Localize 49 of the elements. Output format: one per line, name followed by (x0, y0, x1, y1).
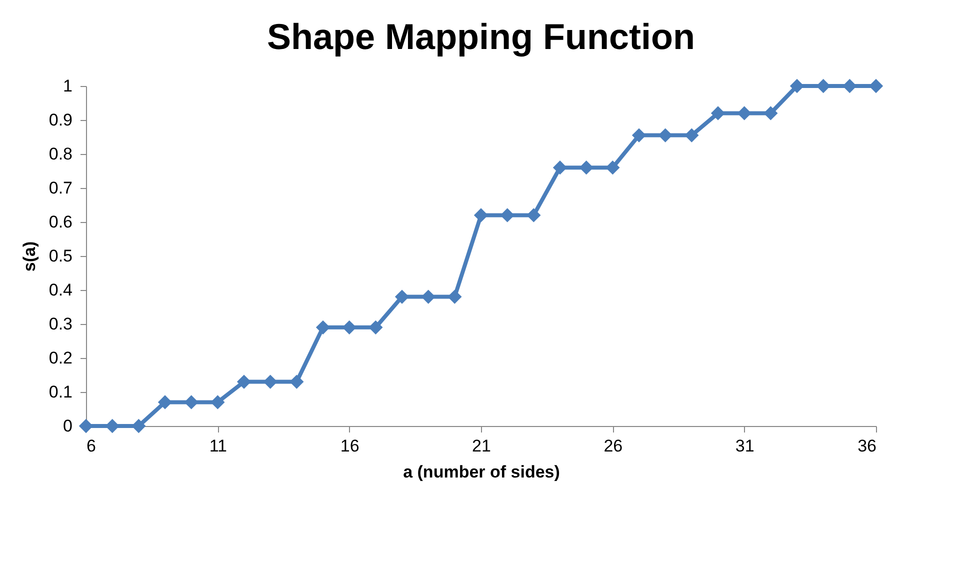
y-tick-label: 0.8 (48, 144, 72, 164)
point (448, 290, 462, 304)
point (658, 128, 672, 142)
point (632, 128, 646, 142)
point (263, 374, 278, 389)
point (526, 208, 541, 222)
y-axis-title: s(a) (20, 241, 39, 272)
y-tick-label: 1 (63, 76, 72, 96)
y-tick-label: 0.5 (48, 246, 72, 266)
x-tick-label: 36 (858, 436, 876, 456)
point (842, 78, 857, 94)
point (606, 160, 620, 175)
point (816, 78, 830, 94)
point (579, 160, 594, 175)
point (684, 128, 699, 142)
point (236, 374, 252, 389)
y-tick-label: 0.7 (48, 178, 72, 198)
point (500, 208, 514, 222)
x-tick-label: 31 (735, 436, 754, 456)
y-tick-label: 0.6 (48, 212, 72, 232)
x-tick-label: 6 (86, 436, 96, 456)
point (184, 395, 198, 410)
point (394, 290, 410, 304)
point (132, 418, 146, 434)
x-axis-title: a (number of sides) (403, 462, 560, 482)
point (368, 320, 383, 334)
point (105, 418, 120, 434)
y-tick-label: 0 (63, 416, 72, 436)
x-tick-label: 26 (604, 436, 623, 456)
point (342, 320, 356, 334)
x-tick-label: 16 (340, 436, 360, 456)
point (421, 290, 436, 304)
point (737, 106, 752, 120)
point (316, 320, 330, 334)
point (474, 208, 488, 222)
x-tick-label: 21 (472, 436, 491, 456)
point (764, 106, 778, 120)
x-tick-label: 11 (209, 436, 227, 456)
y-tick-label: 0.9 (48, 110, 72, 130)
y-tick-label: 0.1 (48, 382, 72, 402)
point (158, 395, 172, 410)
point (552, 160, 568, 175)
y-tick-label: 0.3 (48, 314, 72, 334)
chart-title: Shape Mapping Function (267, 16, 695, 57)
point (710, 106, 726, 120)
y-tick-label: 0.4 (48, 280, 72, 300)
point (290, 374, 304, 389)
point (210, 395, 225, 410)
y-tick-label: 0.2 (48, 348, 72, 368)
